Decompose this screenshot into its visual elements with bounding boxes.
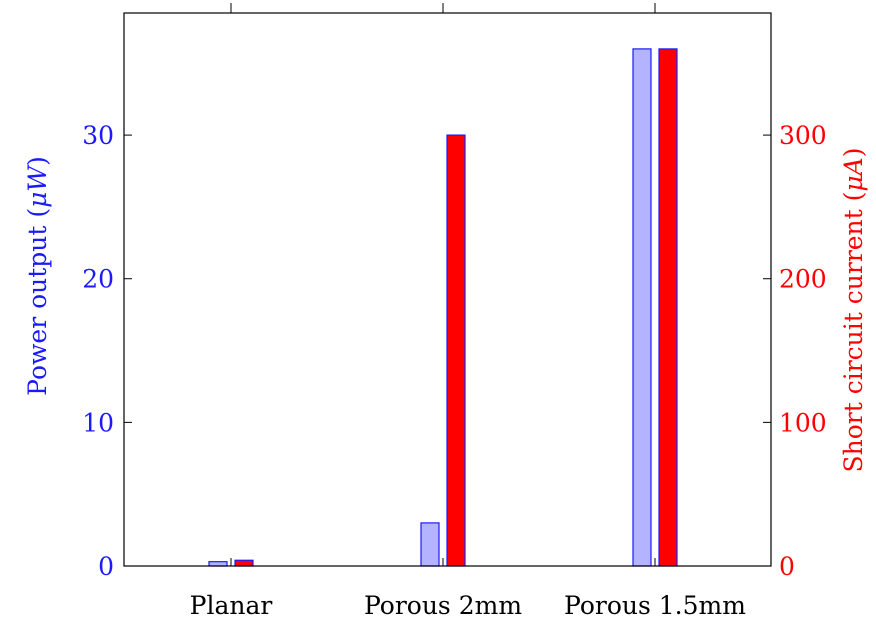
right-axis-title-text: Short circuit current ( [839, 192, 868, 473]
bar-current-2 [658, 48, 678, 567]
left-axis-title-text: Power output ( [23, 208, 52, 396]
category-labels: Planar Porous 2mm Porous 1.5mm [190, 591, 747, 620]
x-ticks [230, 3, 656, 566]
left-axis-title-close: ) [23, 156, 52, 166]
left-tick-label-0: 0 [98, 552, 114, 581]
left-y-axis: 0 10 20 30 [82, 121, 132, 581]
category-label-1: Porous 2mm [364, 591, 522, 620]
right-axis-title-close: ) [839, 148, 868, 158]
left-axis-title-unit: μW [23, 164, 52, 208]
category-label-2: Porous 1.5mm [564, 591, 746, 620]
bar-power-2 [632, 48, 652, 567]
left-axis-title: Power output (μW) [23, 156, 52, 396]
left-tick-label-2: 20 [82, 265, 114, 294]
bar-current-0 [234, 559, 254, 567]
bar-current-1 [446, 134, 466, 567]
bars-layer [208, 48, 678, 567]
right-axis-title: Short circuit current (μA) [839, 148, 868, 473]
right-y-axis: 0 100 200 300 [763, 121, 827, 581]
right-tick-label-3: 300 [779, 121, 827, 150]
bar-power-0 [208, 561, 228, 567]
right-axis-title-unit: μA [839, 157, 868, 191]
plot-frame [123, 12, 772, 567]
category-label-0: Planar [190, 591, 273, 620]
right-tick-label-1: 100 [779, 408, 827, 437]
bar-power-1 [420, 522, 440, 567]
right-tick-label-0: 0 [779, 552, 795, 581]
left-tick-label-3: 30 [82, 121, 114, 150]
left-tick-label-1: 10 [82, 408, 114, 437]
right-tick-label-2: 200 [779, 265, 827, 294]
